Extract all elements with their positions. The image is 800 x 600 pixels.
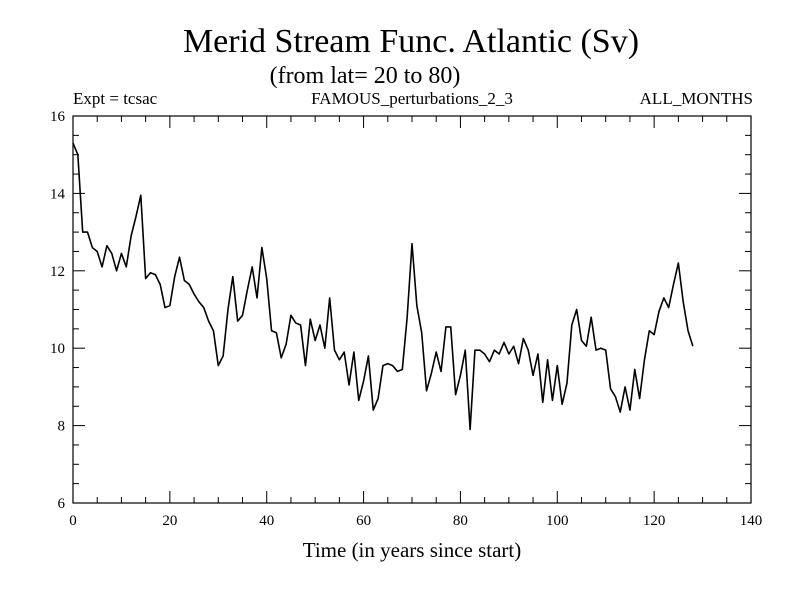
- x-tick-label: 40: [259, 513, 274, 529]
- x-tick-label: 120: [643, 513, 666, 529]
- header-left: Expt = tcsac: [73, 89, 158, 108]
- x-tick-label: 20: [162, 513, 177, 529]
- y-tick-label: 8: [58, 419, 66, 435]
- x-tick-label: 100: [546, 513, 569, 529]
- y-axis: 6 8 10 12 14 16: [50, 109, 751, 512]
- chart-title: Merid Stream Func. Atlantic (Sv): [183, 23, 639, 60]
- header-center: FAMOUS_perturbations_2_3: [311, 89, 513, 108]
- chart-subtitle: (from lat= 20 to 80): [270, 63, 461, 89]
- x-axis: 0 20 40 60 80 100 120 140: [69, 116, 762, 529]
- x-tick-label: 60: [356, 513, 371, 529]
- y-tick-label: 12: [50, 264, 65, 280]
- x-axis-label: Time (in years since start): [303, 538, 522, 562]
- y-tick-label: 16: [50, 109, 66, 125]
- series-layer: [72, 142, 694, 431]
- plot-frame: [72, 115, 752, 504]
- y-tick-label: 10: [50, 341, 65, 357]
- y-tick-label: 6: [58, 496, 66, 512]
- x-tick-label: 140: [740, 513, 763, 529]
- y-tick-label: 14: [50, 186, 66, 202]
- x-tick-label: 0: [69, 513, 77, 529]
- header-right: ALL_MONTHS: [640, 89, 753, 108]
- x-tick-label: 80: [453, 513, 468, 529]
- series-line: [72, 142, 694, 431]
